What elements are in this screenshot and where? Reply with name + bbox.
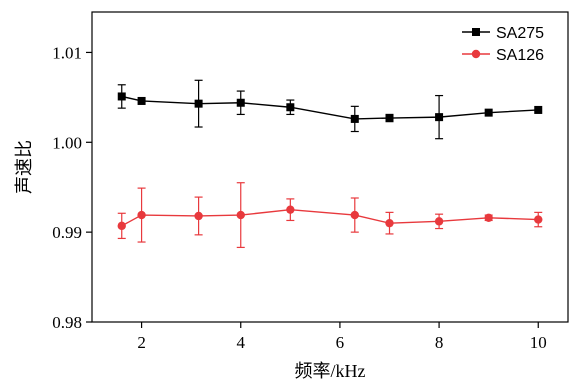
data-point: [434, 217, 444, 226]
data-point: [534, 215, 543, 224]
data-point: [385, 218, 394, 228]
data-point: [137, 210, 146, 220]
y-tick-label: 1.01: [52, 43, 82, 62]
data-point: [117, 221, 126, 231]
axis-layer: 2 4 6 8 10 0.98 0.99 1.00 1.01: [52, 43, 547, 352]
x-tick-label: 6: [336, 333, 345, 352]
legend-marker: [471, 49, 481, 59]
data-point: [534, 105, 543, 114]
legend-label: SA126: [496, 47, 544, 64]
x-tick-label: 4: [237, 333, 246, 352]
plot-frame: [91, 11, 569, 323]
legend-marker: [472, 28, 480, 36]
y-tick-label: 1.00: [52, 133, 82, 152]
x-tick-label: 2: [137, 333, 146, 352]
data-point: [236, 210, 245, 220]
data-point: [484, 213, 493, 222]
series-line: [121, 95, 539, 120]
x-tick-label: 10: [530, 333, 547, 352]
series-line: [121, 208, 539, 227]
data-point: [236, 98, 245, 107]
data-point: [117, 92, 126, 101]
legend: SA275 SA126: [462, 25, 544, 64]
x-tick-label: 8: [435, 333, 444, 352]
data-point: [350, 114, 359, 123]
data-point: [435, 113, 444, 122]
series-SA275: [117, 79, 543, 140]
y-axis-title: 声速比: [14, 140, 34, 194]
data-point: [194, 211, 203, 221]
data-point: [194, 99, 203, 108]
x-axis-title: 频率/kHz: [295, 361, 366, 380]
series-SA126: [117, 182, 543, 249]
data-point: [286, 205, 295, 214]
y-tick-label: 0.99: [52, 223, 82, 242]
data-point: [286, 103, 295, 112]
y-tick-label: 0.98: [52, 313, 82, 332]
plot-layer: [117, 79, 543, 249]
data-point: [350, 210, 359, 220]
data-point: [137, 96, 146, 105]
data-point: [385, 114, 394, 123]
legend-label: SA275: [496, 25, 544, 42]
data-point: [484, 108, 493, 117]
